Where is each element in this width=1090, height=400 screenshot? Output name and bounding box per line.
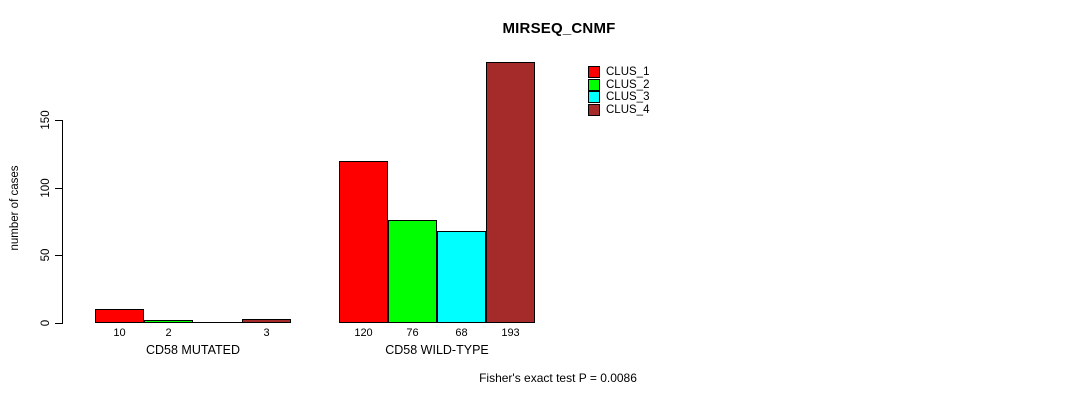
bar-value-label: 76: [406, 327, 419, 339]
y-axis-label: number of cases: [9, 165, 21, 251]
bar-value-label: 68: [455, 327, 468, 339]
bar-value-label: 10: [113, 327, 126, 339]
bar-clus_4-cd58-mutated: [242, 319, 291, 323]
legend-swatch-icon: [588, 91, 600, 103]
y-tick-150: [55, 120, 62, 121]
bar-clus_2-cd58-mutated: [144, 320, 193, 323]
chart-title: MIRSEQ_CNMF: [502, 20, 616, 37]
legend-swatch-icon: [588, 104, 600, 116]
bar-clus_1-cd58-wild-type: [339, 161, 388, 323]
bar-value-label: 193: [501, 327, 520, 339]
y-tick-50: [55, 255, 62, 256]
legend-label: CLUS_1: [606, 66, 650, 78]
bar-value-label: 3: [263, 327, 270, 339]
bar-clus_4-cd58-wild-type: [486, 62, 535, 323]
legend-swatch-icon: [588, 79, 600, 91]
legend-label: CLUS_3: [606, 91, 650, 103]
fisher-test-annotation: Fisher's exact test P = 0.0086: [479, 371, 637, 385]
bar-value-label: 2: [165, 327, 172, 339]
y-tick-0: [55, 323, 62, 324]
y-tick-label-150: 150: [40, 110, 52, 130]
y-tick-label-0: 0: [40, 319, 52, 327]
y-axis-line: [62, 120, 63, 324]
x-category-label-cd58-wild-type: CD58 WILD-TYPE: [385, 343, 489, 357]
legend-label: CLUS_2: [606, 79, 650, 91]
bar-clus_3-cd58-mutated: [193, 322, 242, 323]
bar-value-label: 120: [354, 327, 373, 339]
y-tick-100: [55, 188, 62, 189]
y-tick-label-100: 100: [40, 178, 52, 198]
legend-label: CLUS_4: [606, 104, 650, 116]
bar-clus_3-cd58-wild-type: [437, 231, 486, 323]
y-tick-label-50: 50: [40, 248, 52, 262]
x-category-label-cd58-mutated: CD58 MUTATED: [146, 343, 240, 357]
bar-clus_2-cd58-wild-type: [388, 220, 437, 323]
bar-clus_1-cd58-mutated: [95, 309, 144, 323]
legend-swatch-icon: [588, 66, 600, 78]
